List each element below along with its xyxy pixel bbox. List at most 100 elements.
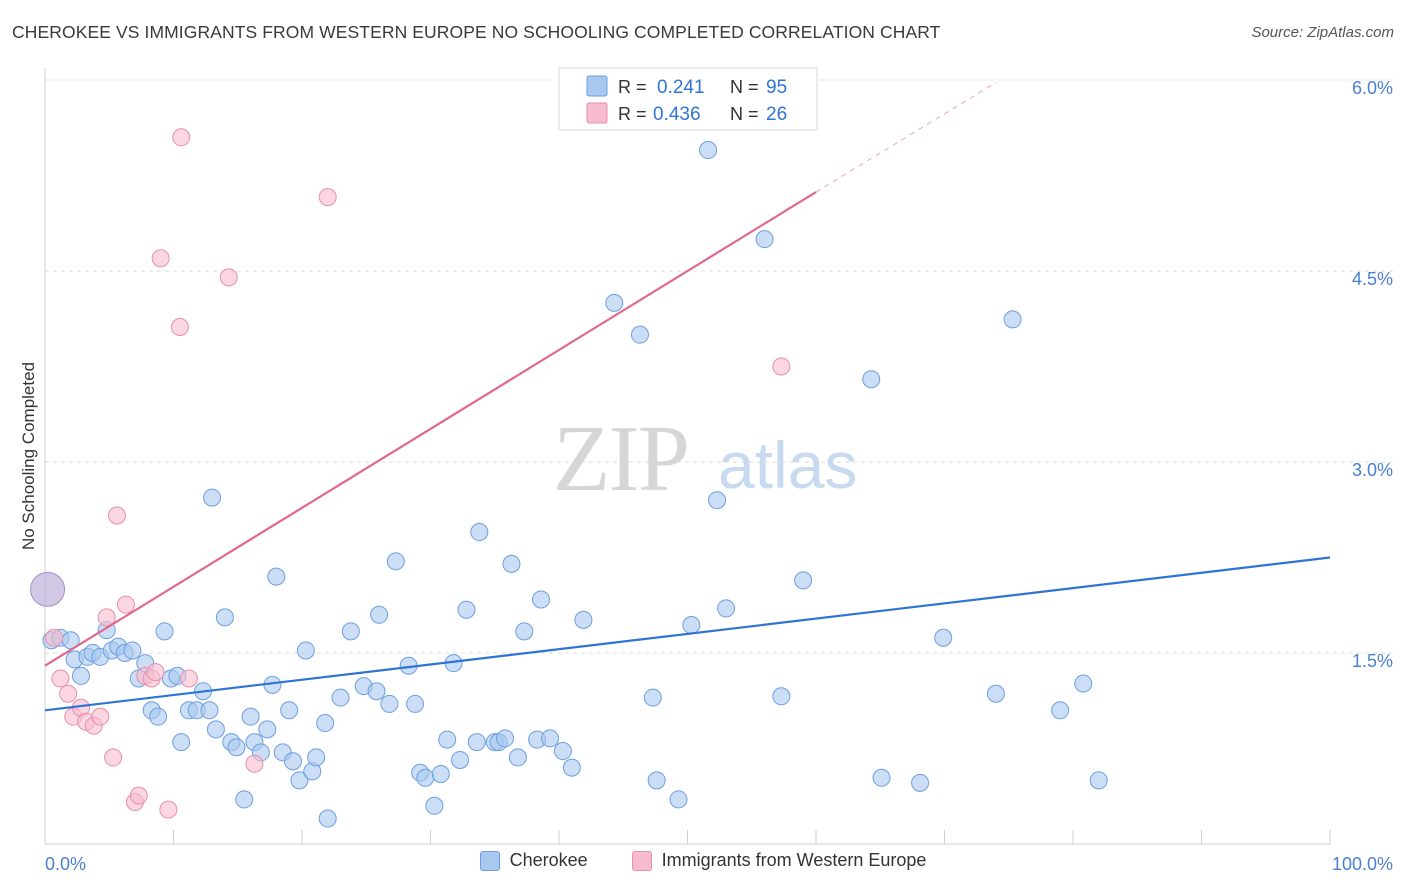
cherokee-point: [669, 790, 688, 809]
axes: [44, 68, 1331, 845]
cherokee-point: [258, 720, 277, 739]
immigrants-point: [129, 786, 148, 805]
legend-swatch-immigrants: [631, 850, 652, 871]
legend-bottom: Cherokee Immigrants from Western Europe: [0, 850, 1406, 871]
cherokee-point: [431, 764, 450, 783]
cherokee-point: [467, 733, 486, 752]
cherokee-point: [717, 599, 736, 618]
cherokee-point: [502, 554, 521, 573]
cherokee-point: [934, 628, 953, 647]
immigrants-trend-line: [44, 191, 817, 667]
cherokee-point: [307, 748, 326, 767]
cherokee-point: [532, 590, 551, 609]
cherokee-point: [630, 325, 649, 344]
cherokee-point: [438, 730, 457, 749]
immigrants-trend-extension: [815, 82, 997, 193]
cherokee-point: [284, 752, 303, 771]
cherokee-point: [682, 615, 701, 634]
cherokee-point: [699, 141, 718, 160]
source-label: Source: ZipAtlas.com: [1251, 24, 1394, 41]
cherokee-point: [708, 491, 727, 510]
cherokee-point: [123, 641, 142, 660]
cherokee-point: [643, 688, 662, 707]
cherokee-point: [1051, 701, 1070, 720]
cherokee-point: [457, 600, 476, 619]
cherokee-point: [71, 666, 90, 685]
legend-top-r-value-immigrants: 0.436: [653, 104, 701, 125]
cherokee-point: [574, 610, 593, 629]
cherokee-point: [794, 571, 813, 590]
legend-label-cherokee: Cherokee: [509, 850, 588, 870]
cherokee-point: [235, 790, 254, 809]
cherokee-point: [406, 694, 425, 713]
cherokee-point: [541, 729, 560, 748]
cherokee-point: [1074, 674, 1093, 693]
scatter-points: [30, 128, 1108, 828]
y-axis-label: No Schooling Completed: [19, 362, 38, 550]
cherokee-point: [215, 608, 234, 627]
immigrants-point: [159, 800, 178, 819]
immigrants-point: [170, 318, 189, 337]
watermark-zip: ZIP: [553, 407, 688, 511]
gridlines: [45, 79, 1395, 654]
cherokee-point: [30, 571, 66, 607]
y-tick-label: 6.0%: [1352, 78, 1393, 98]
immigrants-point: [44, 628, 63, 647]
immigrants-point: [318, 188, 337, 207]
cherokee-point: [605, 293, 624, 312]
trend-lines: [44, 82, 1331, 712]
cherokee-point: [416, 768, 435, 787]
immigrants-point: [91, 707, 110, 726]
legend-top-r-label-cherokee: R =: [618, 77, 647, 97]
cherokee-point: [755, 230, 774, 249]
legend-top-swatch-cherokee: [586, 75, 608, 97]
cherokee-point: [331, 688, 350, 707]
immigrants-point: [59, 684, 78, 703]
legend-top-r-value-cherokee: 0.241: [657, 77, 705, 98]
immigrants-point: [245, 754, 264, 773]
immigrants-point: [116, 595, 135, 614]
immigrants-point: [172, 128, 191, 147]
cherokee-point: [772, 687, 791, 706]
cherokee-point: [241, 707, 260, 726]
watermark-atlas: atlas: [718, 428, 857, 502]
cherokee-point: [515, 622, 534, 641]
legend-top-swatch-immigrants: [586, 102, 608, 124]
cherokee-point: [425, 796, 444, 815]
immigrants-point: [151, 249, 170, 268]
cherokee-point: [496, 729, 515, 748]
y-tick-label: 3.0%: [1352, 460, 1393, 480]
cherokee-point: [451, 750, 470, 769]
cherokee-point: [370, 605, 389, 624]
legend-item-immigrants: Immigrants from Western Europe: [631, 850, 927, 871]
cherokee-point: [553, 742, 572, 761]
cherokee-point: [267, 567, 286, 586]
cherokee-point: [172, 733, 191, 752]
cherokee-point: [911, 773, 930, 792]
immigrants-point: [219, 268, 238, 287]
immigrants-point: [97, 608, 116, 627]
legend-top: R = 0.241 N = 95 R = 0.436 N = 26: [558, 67, 818, 131]
cherokee-point: [280, 701, 299, 720]
tick-labels: 1.5% 3.0% 4.5% 6.0% 0.0% 100.0%: [45, 78, 1393, 874]
y-tick-label: 1.5%: [1352, 651, 1393, 671]
cherokee-point: [1089, 771, 1108, 790]
cherokee-point: [508, 748, 527, 767]
x-tick-label-min: 0.0%: [45, 854, 86, 874]
cherokee-point: [367, 682, 386, 701]
cherokee-point: [290, 771, 309, 790]
cherokee-point: [380, 694, 399, 713]
cherokee-point: [872, 768, 891, 787]
legend-top-n-value-cherokee: 95: [766, 77, 787, 98]
legend-top-r-label-immigrants: R =: [618, 104, 647, 124]
chart-title: CHEROKEE VS IMMIGRANTS FROM WESTERN EURO…: [12, 22, 941, 42]
cherokee-point: [155, 622, 174, 641]
legend-label-immigrants: Immigrants from Western Europe: [661, 850, 927, 870]
legend-top-n-label-immigrants: N =: [730, 104, 759, 124]
immigrants-point: [179, 669, 198, 688]
cherokee-point: [647, 771, 666, 790]
legend-top-n-label-cherokee: N =: [730, 77, 759, 97]
cherokee-point: [341, 622, 360, 641]
cherokee-trend-line: [44, 556, 1331, 712]
